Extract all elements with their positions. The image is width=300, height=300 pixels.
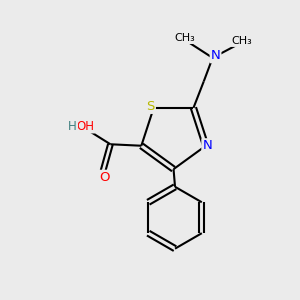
Text: CH₃: CH₃	[174, 33, 195, 43]
Text: H: H	[68, 119, 77, 133]
Text: CH₃: CH₃	[232, 36, 252, 46]
Text: N: N	[202, 139, 212, 152]
Text: O: O	[99, 171, 110, 184]
Text: N: N	[211, 49, 220, 62]
Text: S: S	[146, 100, 155, 113]
Text: OH: OH	[76, 119, 94, 133]
